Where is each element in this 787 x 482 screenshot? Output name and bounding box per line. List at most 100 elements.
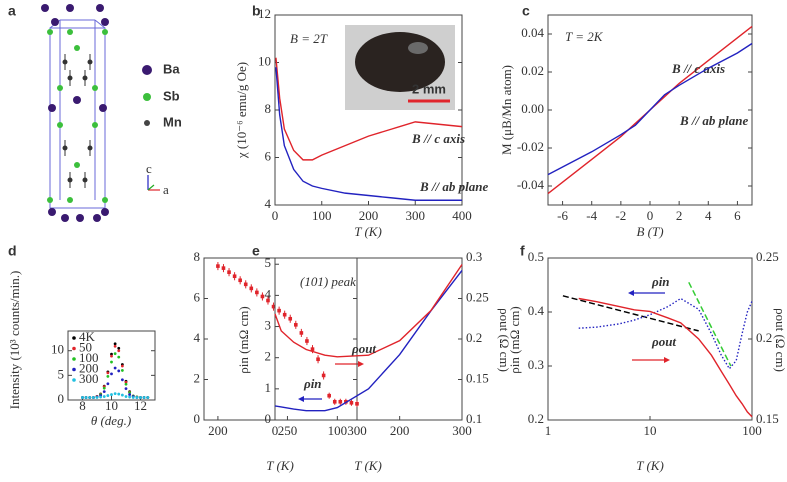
y-axis-label: Intensity (10³ counts/min.)	[7, 271, 22, 410]
point	[255, 290, 259, 295]
y-tick-label: 5	[58, 366, 65, 381]
x-tick-label: -2	[615, 208, 626, 223]
x-axis-label: T (K)	[636, 458, 664, 473]
y2-tick-label: 0.3	[466, 249, 482, 264]
series-label: B // c axis	[671, 61, 725, 76]
point	[102, 386, 106, 390]
point	[142, 396, 146, 399]
point	[282, 312, 287, 317]
point	[110, 393, 113, 396]
series-line	[274, 270, 463, 412]
point	[91, 396, 95, 399]
series-line	[578, 297, 753, 418]
point	[131, 396, 135, 399]
point	[139, 396, 142, 399]
y-tick-label: -0.04	[517, 177, 545, 192]
point	[243, 282, 248, 287]
y-tick-label: 0.00	[521, 101, 544, 116]
x-tick-label: 400	[452, 208, 472, 223]
series-label: B // ab plane	[679, 113, 748, 128]
point	[338, 399, 343, 404]
plot-frame	[67, 330, 156, 401]
point	[260, 294, 265, 299]
point	[299, 331, 304, 335]
point	[113, 392, 117, 395]
y-tick-label: 6	[265, 148, 272, 163]
point	[113, 352, 117, 356]
panel-label: e	[252, 243, 260, 259]
point	[106, 371, 110, 375]
x-tick-label: 200	[390, 423, 410, 438]
x-axis-label: θ (deg.)	[91, 413, 131, 428]
series-label: ρin	[303, 376, 322, 391]
fit-line	[562, 295, 699, 332]
atom-label: Mn	[163, 114, 182, 129]
point	[110, 352, 113, 356]
series-line	[547, 42, 753, 176]
y-tick-label: 4	[194, 330, 201, 345]
x-tick-label: 10	[105, 398, 118, 413]
atom-label: Ba	[163, 61, 180, 76]
series-label: ρout	[651, 334, 676, 349]
y-tick-label: 0.4	[528, 303, 545, 318]
series-label: ρout	[351, 341, 376, 356]
x-tick-label: 100	[742, 423, 762, 438]
point	[128, 391, 132, 395]
x-tick-label: 2	[676, 208, 683, 223]
y2-tick-label: 0.15	[466, 370, 489, 385]
y2-tick-label: 0.25	[466, 289, 489, 304]
point	[232, 274, 237, 279]
y-tick-label: 4	[265, 196, 272, 211]
annotation: B = 2T	[290, 31, 328, 46]
point	[106, 382, 110, 386]
x-tick-label: 250	[278, 423, 298, 438]
fit-line	[688, 281, 732, 367]
legend-label: 50	[79, 339, 92, 354]
y-tick-label: 0	[58, 391, 65, 406]
x-tick-label: 300	[347, 423, 367, 438]
scale-bar-label: 2 mm	[412, 81, 446, 96]
annotation: (101) peak	[300, 274, 356, 289]
point	[110, 354, 113, 358]
legend-marker	[72, 378, 76, 382]
x-tick-label: -6	[557, 208, 568, 223]
x-tick-label: 12	[134, 398, 147, 413]
structure: a	[8, 3, 182, 222]
x-tick-label: 8	[79, 398, 86, 413]
point	[355, 402, 359, 406]
atom-label: Sb	[163, 88, 180, 103]
series-line	[578, 297, 753, 370]
x-tick-label: 1	[545, 423, 552, 438]
y-tick-label: 0.3	[528, 357, 544, 372]
panel-label: d	[8, 243, 17, 259]
y-tick-label: 4	[265, 286, 272, 301]
point	[117, 369, 121, 373]
point	[146, 396, 150, 399]
point	[321, 373, 326, 378]
panel-label: a	[8, 3, 16, 19]
point	[117, 355, 121, 359]
y2-tick-label: 0.2	[466, 330, 482, 345]
x-tick-label: 10	[644, 423, 657, 438]
point	[216, 264, 220, 268]
point	[316, 357, 320, 362]
legend-marker	[72, 357, 76, 361]
point	[238, 278, 242, 283]
point	[117, 346, 121, 350]
point	[310, 347, 315, 351]
y-tick-label: 8	[194, 249, 201, 264]
y-tick-label: 0.5	[528, 249, 544, 264]
series-line	[275, 57, 463, 161]
point	[120, 369, 124, 372]
point	[332, 399, 337, 404]
y2-tick-label: 0.1	[466, 411, 482, 426]
y-tick-label: 1	[265, 380, 272, 395]
point	[221, 266, 226, 270]
y-axis-label: ρin (mΩ cm)	[507, 306, 522, 373]
legend-label: 4K	[79, 329, 96, 344]
point	[117, 349, 121, 353]
x-tick-label: 300	[452, 423, 472, 438]
y-axis-label: χ (10⁻⁶ emu/g Oe)	[234, 62, 249, 159]
point	[113, 344, 117, 348]
x-tick-label: 0	[647, 208, 654, 223]
